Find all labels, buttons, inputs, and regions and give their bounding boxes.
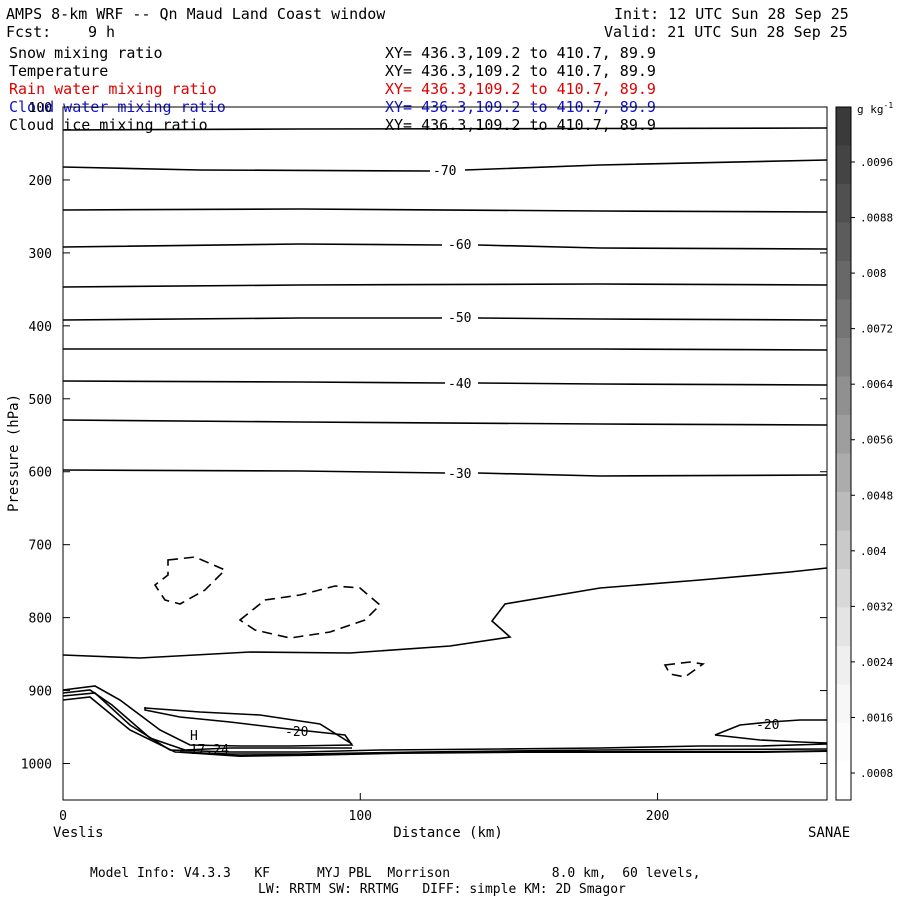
colorbar-tick-label: .0032 [860,600,893,613]
left-endpoint: Veslis [53,825,104,841]
y-tick-label: 500 [29,393,52,408]
colorbar-swatch [836,415,851,454]
isotherm-line [62,159,828,172]
colorbar-swatch [836,492,851,531]
colorbar-swatch [836,145,851,185]
colorbar-swatch [836,646,851,685]
contour-label: -20 [756,718,779,733]
y-tick-label: 1000 [21,758,52,773]
isotherm-line [62,696,828,755]
isotherm-line [62,380,828,386]
isotherm-line [62,127,828,131]
colorbar-swatch [836,761,851,801]
contour-label: -50 [448,311,471,326]
colorbar-tick-label: .0008 [860,767,893,780]
isotherm-line [714,719,827,736]
colorbar-tick-label: .0048 [860,489,893,502]
contour-label: -30 [448,467,471,482]
isotherm-line [62,283,828,288]
y-tick-label: 400 [29,320,52,335]
colorbar-swatch [836,453,851,493]
colorbar-tick-label: .004 [860,545,887,558]
cloud-ice-contours [153,556,706,678]
colorbar-tick-label: .0096 [860,156,893,169]
x-tick-label: 200 [646,809,669,824]
cloud-ice-contour [238,585,382,639]
colorbar-swatch [836,338,851,377]
isotherm-line [144,707,353,745]
y-axis-label: Pressure (hPa) [6,394,22,512]
contour-label: -40 [448,377,471,392]
isotherm-line [63,348,828,351]
forecast-hour: 9 h [88,23,116,41]
y-tick-label: 900 [29,685,52,700]
colorbar-tick-label: .0056 [860,434,893,447]
model-info-line1: Model Info: V4.3.3 KF MYJ PBL Morrison 8… [90,866,701,881]
field-xy-rain: XY= 436.3,109.2 to 410.7, 89.9 [385,80,656,98]
isotherm-line [62,692,828,753]
contour-label: -60 [448,238,471,253]
x-axis-label: Distance (km) [393,825,503,841]
extremum-marker: H [190,729,198,744]
colorbar-swatch [836,222,851,262]
colorbar: .0096 .0088 .008 .0072 .0064 .0056 .0048 .004 .0… [835,106,893,801]
isotherm-line [62,317,828,321]
colorbar-tick-label: .0016 [860,711,893,724]
colorbar-border [835,106,852,801]
isotherm-line [62,567,828,659]
plot-frame [62,106,828,801]
isotherm-line [62,208,828,213]
y-tick-label: 700 [29,539,52,554]
isotherm-line [62,685,354,747]
x-axis-ticks: 0 100 200 [59,793,669,824]
colorbar-swatch [836,107,851,146]
colorbar-tick-label: .0072 [860,323,893,336]
colorbar-unit: g kg-1 [857,101,893,116]
terrain-line [179,750,828,758]
valid-time: Valid: 21 UTC Sun 28 Sep 25 [604,23,848,41]
colorbar-tick-label: .0088 [860,212,893,225]
forecast-label: Fcst: [6,23,52,41]
field-name-temperature: Temperature [9,62,109,80]
isotherm-line [62,469,828,477]
extremum-value: -17.24 [182,743,229,758]
x-tick-label: 0 [59,809,67,824]
colorbar-tick-label: .0064 [860,378,893,391]
y-tick-label: 100 [29,101,52,116]
colorbar-swatch [836,569,851,608]
colorbar-swatch [836,530,851,570]
isotherm-line [62,243,828,250]
isotherm-line [62,419,828,426]
isotherm-line [714,734,828,744]
model-info-line2: LW: RRTM SW: RRTMG DIFF: simple KM: 2D S… [258,882,626,897]
y-tick-label: 600 [29,466,52,481]
chart-title: AMPS 8-km WRF -- Qn Maud Land Coast wind… [6,5,386,23]
right-endpoint: SANAE [808,825,850,841]
field-xy-temperature: XY= 436.3,109.2 to 410.7, 89.9 [385,62,656,80]
colorbar-swatch [836,261,851,300]
contour-label: -20 [285,725,308,740]
colorbar-tick-label: .0024 [860,656,893,669]
init-time: Init: 12 UTC Sun 28 Sep 25 [614,5,849,23]
contour-label: -70 [433,164,456,179]
colorbar-swatch [836,684,851,724]
field-name-rain: Rain water mixing ratio [9,80,217,98]
colorbar-swatch [836,184,851,223]
y-axis-ticks: 100 200 300 400 500 600 700 800 900 1000 [21,101,827,773]
y-tick-label: 200 [29,174,52,189]
cloud-ice-contour [153,556,227,605]
colorbar-tick-label: .008 [860,267,887,280]
y-tick-label: 300 [29,247,52,262]
temperature-contours [62,127,828,758]
cloud-ice-contour [663,661,706,678]
x-tick-label: 100 [349,809,372,824]
y-tick-label: 800 [29,612,52,627]
colorbar-swatch [836,607,851,647]
colorbar-swatch [836,299,851,339]
colorbar-swatch [836,723,851,762]
field-xy-snow: XY= 436.3,109.2 to 410.7, 89.9 [385,44,656,62]
colorbar-swatch [836,376,851,416]
field-name-snow: Snow mixing ratio [9,44,163,62]
